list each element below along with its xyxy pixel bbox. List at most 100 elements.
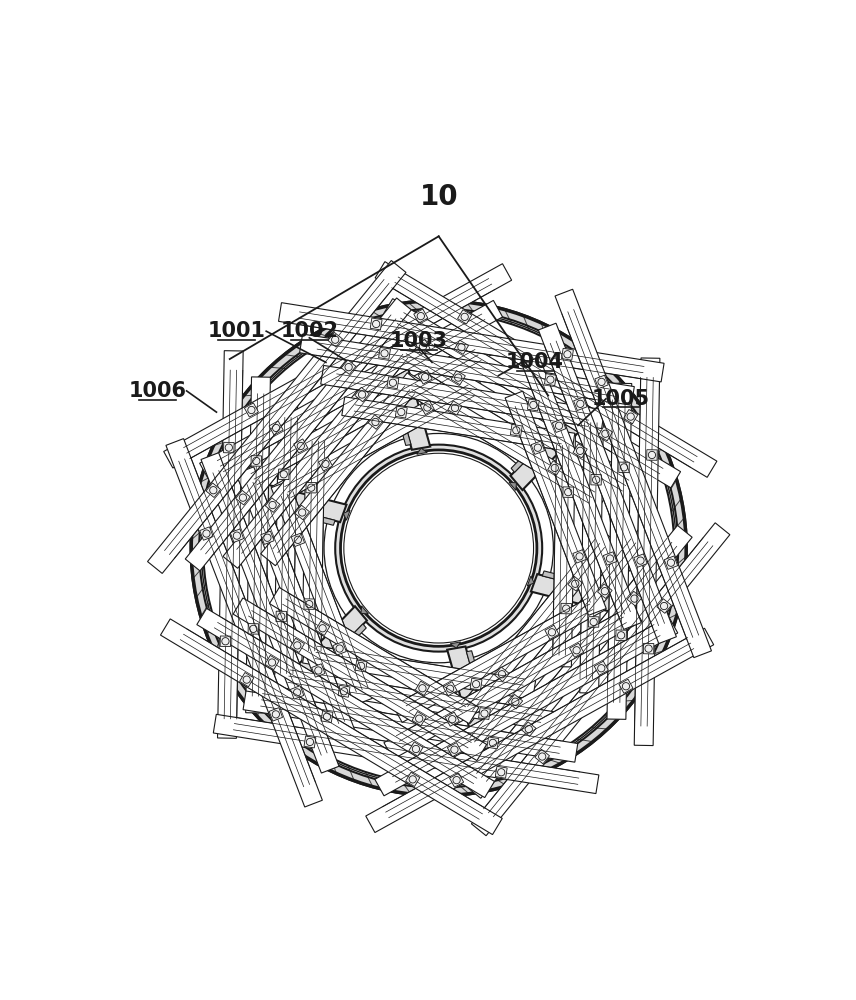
Polygon shape: [246, 377, 270, 713]
Polygon shape: [236, 467, 355, 739]
Polygon shape: [573, 550, 586, 563]
Polygon shape: [510, 424, 522, 436]
Circle shape: [191, 301, 687, 796]
Polygon shape: [412, 712, 426, 726]
Polygon shape: [479, 708, 490, 719]
Polygon shape: [378, 347, 390, 359]
Polygon shape: [619, 462, 629, 473]
Polygon shape: [455, 531, 616, 723]
Polygon shape: [206, 483, 221, 498]
Polygon shape: [393, 593, 606, 722]
Polygon shape: [261, 373, 422, 566]
Polygon shape: [508, 694, 523, 709]
Polygon shape: [413, 309, 428, 323]
Polygon shape: [199, 527, 213, 540]
Polygon shape: [561, 603, 572, 614]
Circle shape: [199, 309, 678, 788]
Polygon shape: [538, 323, 676, 644]
Polygon shape: [270, 587, 479, 724]
Polygon shape: [531, 574, 664, 624]
Polygon shape: [147, 261, 406, 573]
Polygon shape: [230, 529, 244, 542]
Polygon shape: [420, 400, 434, 415]
Polygon shape: [213, 714, 599, 794]
Polygon shape: [217, 351, 243, 738]
Polygon shape: [316, 621, 330, 635]
Polygon shape: [271, 624, 366, 722]
Polygon shape: [220, 636, 231, 647]
Polygon shape: [333, 642, 347, 655]
Text: 10: 10: [419, 183, 458, 211]
Polygon shape: [563, 487, 574, 497]
Polygon shape: [290, 638, 305, 653]
Polygon shape: [409, 742, 423, 756]
Circle shape: [341, 450, 537, 646]
Polygon shape: [271, 374, 484, 503]
Polygon shape: [552, 434, 575, 667]
Polygon shape: [185, 298, 411, 571]
Polygon shape: [644, 643, 654, 654]
Polygon shape: [240, 672, 254, 687]
Polygon shape: [664, 556, 678, 569]
Polygon shape: [406, 772, 419, 786]
Polygon shape: [251, 456, 262, 466]
Polygon shape: [269, 708, 282, 721]
Polygon shape: [213, 472, 347, 522]
Polygon shape: [366, 628, 714, 833]
Polygon shape: [633, 554, 647, 567]
Polygon shape: [598, 427, 613, 441]
Polygon shape: [304, 599, 314, 609]
Polygon shape: [274, 403, 298, 688]
Polygon shape: [548, 461, 562, 475]
Polygon shape: [375, 262, 717, 477]
Polygon shape: [294, 439, 308, 453]
Polygon shape: [304, 736, 316, 748]
Polygon shape: [448, 401, 462, 415]
Polygon shape: [449, 773, 464, 787]
Polygon shape: [562, 348, 574, 360]
Polygon shape: [265, 655, 279, 670]
Polygon shape: [206, 488, 336, 525]
Polygon shape: [300, 334, 634, 405]
Polygon shape: [163, 264, 512, 468]
Polygon shape: [472, 523, 730, 836]
Polygon shape: [248, 624, 259, 634]
Polygon shape: [522, 357, 641, 629]
Polygon shape: [451, 370, 466, 385]
Polygon shape: [199, 300, 502, 480]
Polygon shape: [447, 646, 502, 776]
Polygon shape: [290, 686, 304, 699]
Polygon shape: [342, 360, 356, 374]
Polygon shape: [544, 374, 556, 386]
Polygon shape: [467, 651, 508, 778]
Polygon shape: [233, 598, 487, 761]
Polygon shape: [383, 299, 681, 488]
Polygon shape: [321, 365, 604, 429]
Text: 1001: 1001: [207, 321, 265, 341]
Polygon shape: [495, 667, 509, 682]
Polygon shape: [594, 661, 609, 675]
Polygon shape: [597, 584, 612, 598]
Polygon shape: [487, 737, 499, 749]
Polygon shape: [521, 722, 536, 736]
Polygon shape: [343, 510, 350, 520]
Polygon shape: [312, 664, 325, 677]
Polygon shape: [657, 599, 671, 613]
Polygon shape: [261, 531, 274, 544]
Polygon shape: [555, 289, 711, 658]
Polygon shape: [443, 682, 457, 696]
Polygon shape: [417, 448, 427, 454]
Polygon shape: [265, 498, 280, 512]
Polygon shape: [623, 409, 638, 424]
Polygon shape: [342, 397, 574, 452]
Polygon shape: [580, 408, 603, 693]
Polygon shape: [375, 616, 678, 796]
Polygon shape: [390, 336, 645, 498]
Circle shape: [201, 311, 676, 786]
Polygon shape: [291, 533, 305, 547]
Polygon shape: [588, 617, 599, 627]
Polygon shape: [634, 358, 660, 746]
Polygon shape: [509, 482, 516, 490]
Polygon shape: [415, 681, 430, 695]
Polygon shape: [355, 660, 367, 672]
